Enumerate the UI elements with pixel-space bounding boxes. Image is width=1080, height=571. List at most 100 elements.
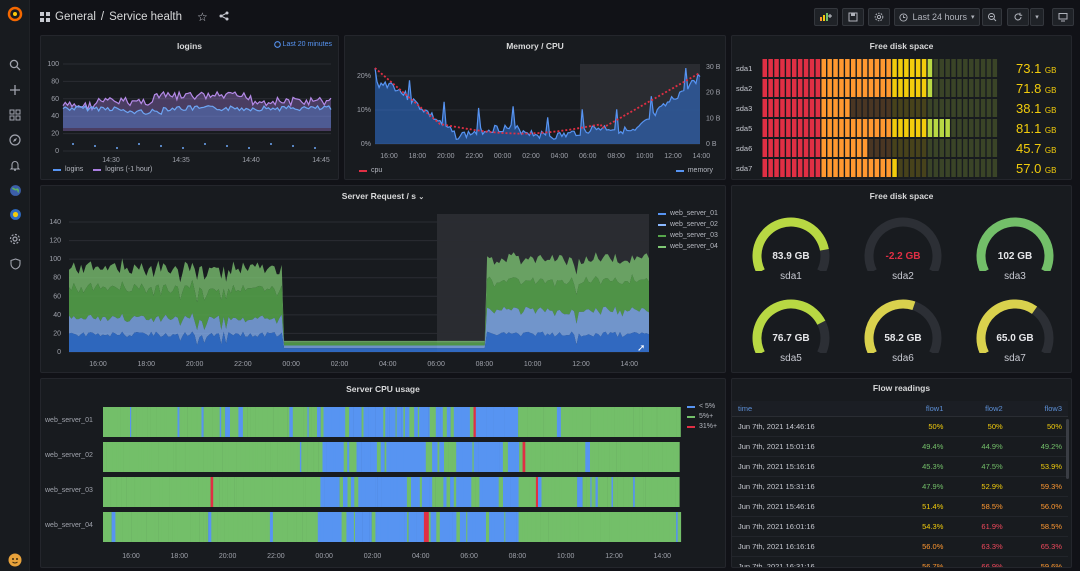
legend-item-logins[interactable]: logins [53, 166, 83, 173]
status-cell [158, 442, 164, 472]
configuration-gear-icon[interactable] [5, 229, 25, 249]
dashboard-title[interactable]: Service health [109, 11, 182, 23]
status-cell [184, 477, 189, 507]
table-row[interactable]: Jun 7th, 2021 16:31:16 56.7% 66.9% 59.6% [732, 556, 1068, 567]
column-header-flow2[interactable]: flow2 [949, 401, 1009, 417]
globe-icon[interactable] [5, 180, 25, 200]
panel-title[interactable]: Flow readings [872, 383, 931, 393]
legend-item-web-server-01[interactable]: web_server_01 [658, 210, 718, 217]
disk-bar-cell [792, 99, 797, 117]
status-cell [156, 442, 159, 472]
status-cell [619, 407, 624, 437]
legend-item-web-server-04[interactable]: web_server_04 [658, 243, 718, 250]
column-header-flow1[interactable]: flow1 [890, 401, 950, 417]
dashboard-settings-button[interactable] [868, 8, 890, 26]
status-cell [292, 407, 298, 437]
disk-bar-cell [886, 99, 891, 117]
status-cell [326, 512, 329, 542]
table-row[interactable]: Jun 7th, 2021 15:31:16 47.9% 52.9% 59.3% [732, 476, 1068, 497]
status-cell [582, 477, 587, 507]
breadcrumb-folder[interactable]: General [55, 11, 96, 23]
status-cell [301, 442, 306, 472]
alerting-bell-icon[interactable] [5, 155, 25, 175]
status-cell [185, 512, 189, 542]
legend-item-web-server-02[interactable]: web_server_02 [658, 221, 718, 228]
status-cell [167, 442, 170, 472]
save-dashboard-button[interactable] [842, 8, 864, 26]
table-row[interactable]: Jun 7th, 2021 15:01:16 49.4% 44.9% 49.2% [732, 436, 1068, 457]
x-tick-label: 22:00 [267, 553, 285, 560]
status-cell [429, 407, 435, 437]
status-cell [601, 442, 606, 472]
panel-title[interactable]: Server Request / s ⌄ [341, 191, 425, 201]
legend-item-web-server-03[interactable]: web_server_03 [658, 232, 718, 239]
table-row[interactable]: Jun 7th, 2021 14:46:16 50% 50% 50% [732, 416, 1068, 437]
disk-bar-cell [815, 99, 821, 117]
column-header-flow3[interactable]: flow3 [1008, 401, 1068, 417]
star-icon[interactable]: ☆ [197, 10, 208, 24]
x-tick-label: 20:00 [219, 553, 237, 560]
status-cell [522, 442, 526, 472]
share-icon[interactable] [219, 11, 229, 24]
memory-cpu-chart[interactable]: 20% 10% 0% 30 B 20 B 10 B 0 B 16:00 18:00 20:00 22… [345, 54, 726, 179]
disk-bar-cell [845, 79, 850, 97]
legend-item-low[interactable]: < 5% [687, 403, 717, 410]
disk-bar-cell [915, 79, 921, 97]
status-cell [548, 477, 553, 507]
table-scrollbar[interactable] [1066, 419, 1069, 479]
panel-title[interactable]: Free disk space [869, 191, 934, 201]
legend-item-memory[interactable]: memory [675, 167, 713, 174]
plus-icon[interactable] [5, 80, 25, 100]
disk-bar-cell [880, 139, 885, 157]
tv-mode-button[interactable] [1052, 8, 1074, 26]
flow-readings-panel: Flow readings time flow1 flow2 flow3 Jun… [731, 378, 1072, 568]
panel-title[interactable]: Server CPU usage [346, 384, 420, 394]
status-cell [175, 442, 177, 472]
user-avatar-icon[interactable] [5, 550, 25, 570]
refresh-interval-dropdown[interactable]: ▾ [1030, 8, 1044, 26]
status-cell [122, 512, 128, 542]
table-row[interactable]: Jun 7th, 2021 15:46:16 51.4% 58.5% 56.0% [732, 496, 1068, 517]
zoom-out-button[interactable] [982, 8, 1002, 26]
status-cell [587, 512, 591, 542]
gauge-label: sda1 [780, 271, 802, 282]
status-cell [424, 477, 430, 507]
status-cell [258, 407, 263, 437]
status-cell [245, 512, 250, 542]
status-cell [339, 407, 344, 437]
table-row[interactable]: Jun 7th, 2021 16:16:16 56.0% 63.3% 65.3% [732, 536, 1068, 557]
column-header-time[interactable]: time [732, 401, 891, 417]
dashboards-icon[interactable] [5, 105, 25, 125]
disk-bar-cell [969, 159, 974, 177]
disk-bar-cell [933, 79, 939, 97]
explore-compass-icon[interactable] [5, 130, 25, 150]
status-cell [577, 477, 582, 507]
search-icon[interactable] [5, 55, 25, 75]
status-cell [475, 477, 480, 507]
logins-chart[interactable]: 100 80 60 40 20 0 14:30 14:35 14:40 14:45 [41, 56, 339, 176]
disk-bar-cell [786, 99, 791, 117]
status-cell [149, 512, 151, 542]
plugin-app-icon[interactable] [5, 204, 25, 224]
server-request-chart[interactable]: 140 120 100 80 60 40 20 0 16:00 18:00 20:00 22:00 00… [41, 202, 726, 372]
legend-item-cpu[interactable]: cpu [359, 167, 382, 174]
legend-item-mid[interactable]: 5%+ [687, 413, 717, 420]
time-range-picker[interactable]: Last 24 hours ▾ [894, 8, 980, 26]
status-cell [526, 512, 528, 542]
legend-item-high[interactable]: 31%+ [687, 423, 717, 430]
add-panel-button[interactable] [814, 8, 838, 26]
cpu-status-history-chart[interactable]: web_server_01 web_server_02 web_server_03w… [41, 394, 726, 568]
grafana-logo-icon[interactable] [5, 4, 25, 24]
status-cell [260, 512, 264, 542]
status-cell [388, 512, 394, 542]
panel-title[interactable]: Free disk space [869, 41, 934, 51]
status-cell [225, 442, 230, 472]
legend-item-logins-1h[interactable]: logins (-1 hour) [93, 166, 152, 173]
panel-title[interactable]: Memory / CPU [506, 41, 564, 51]
table-row[interactable]: Jun 7th, 2021 16:01:16 54.3% 61.9% 58.5% [732, 516, 1068, 537]
refresh-button[interactable] [1007, 8, 1029, 26]
disk-bar-cell [868, 159, 874, 177]
table-row[interactable]: Jun 7th, 2021 15:16:16 45.3% 47.5% 53.9% [732, 456, 1068, 477]
panel-title[interactable]: logins [176, 41, 203, 51]
shield-icon[interactable] [5, 254, 25, 274]
